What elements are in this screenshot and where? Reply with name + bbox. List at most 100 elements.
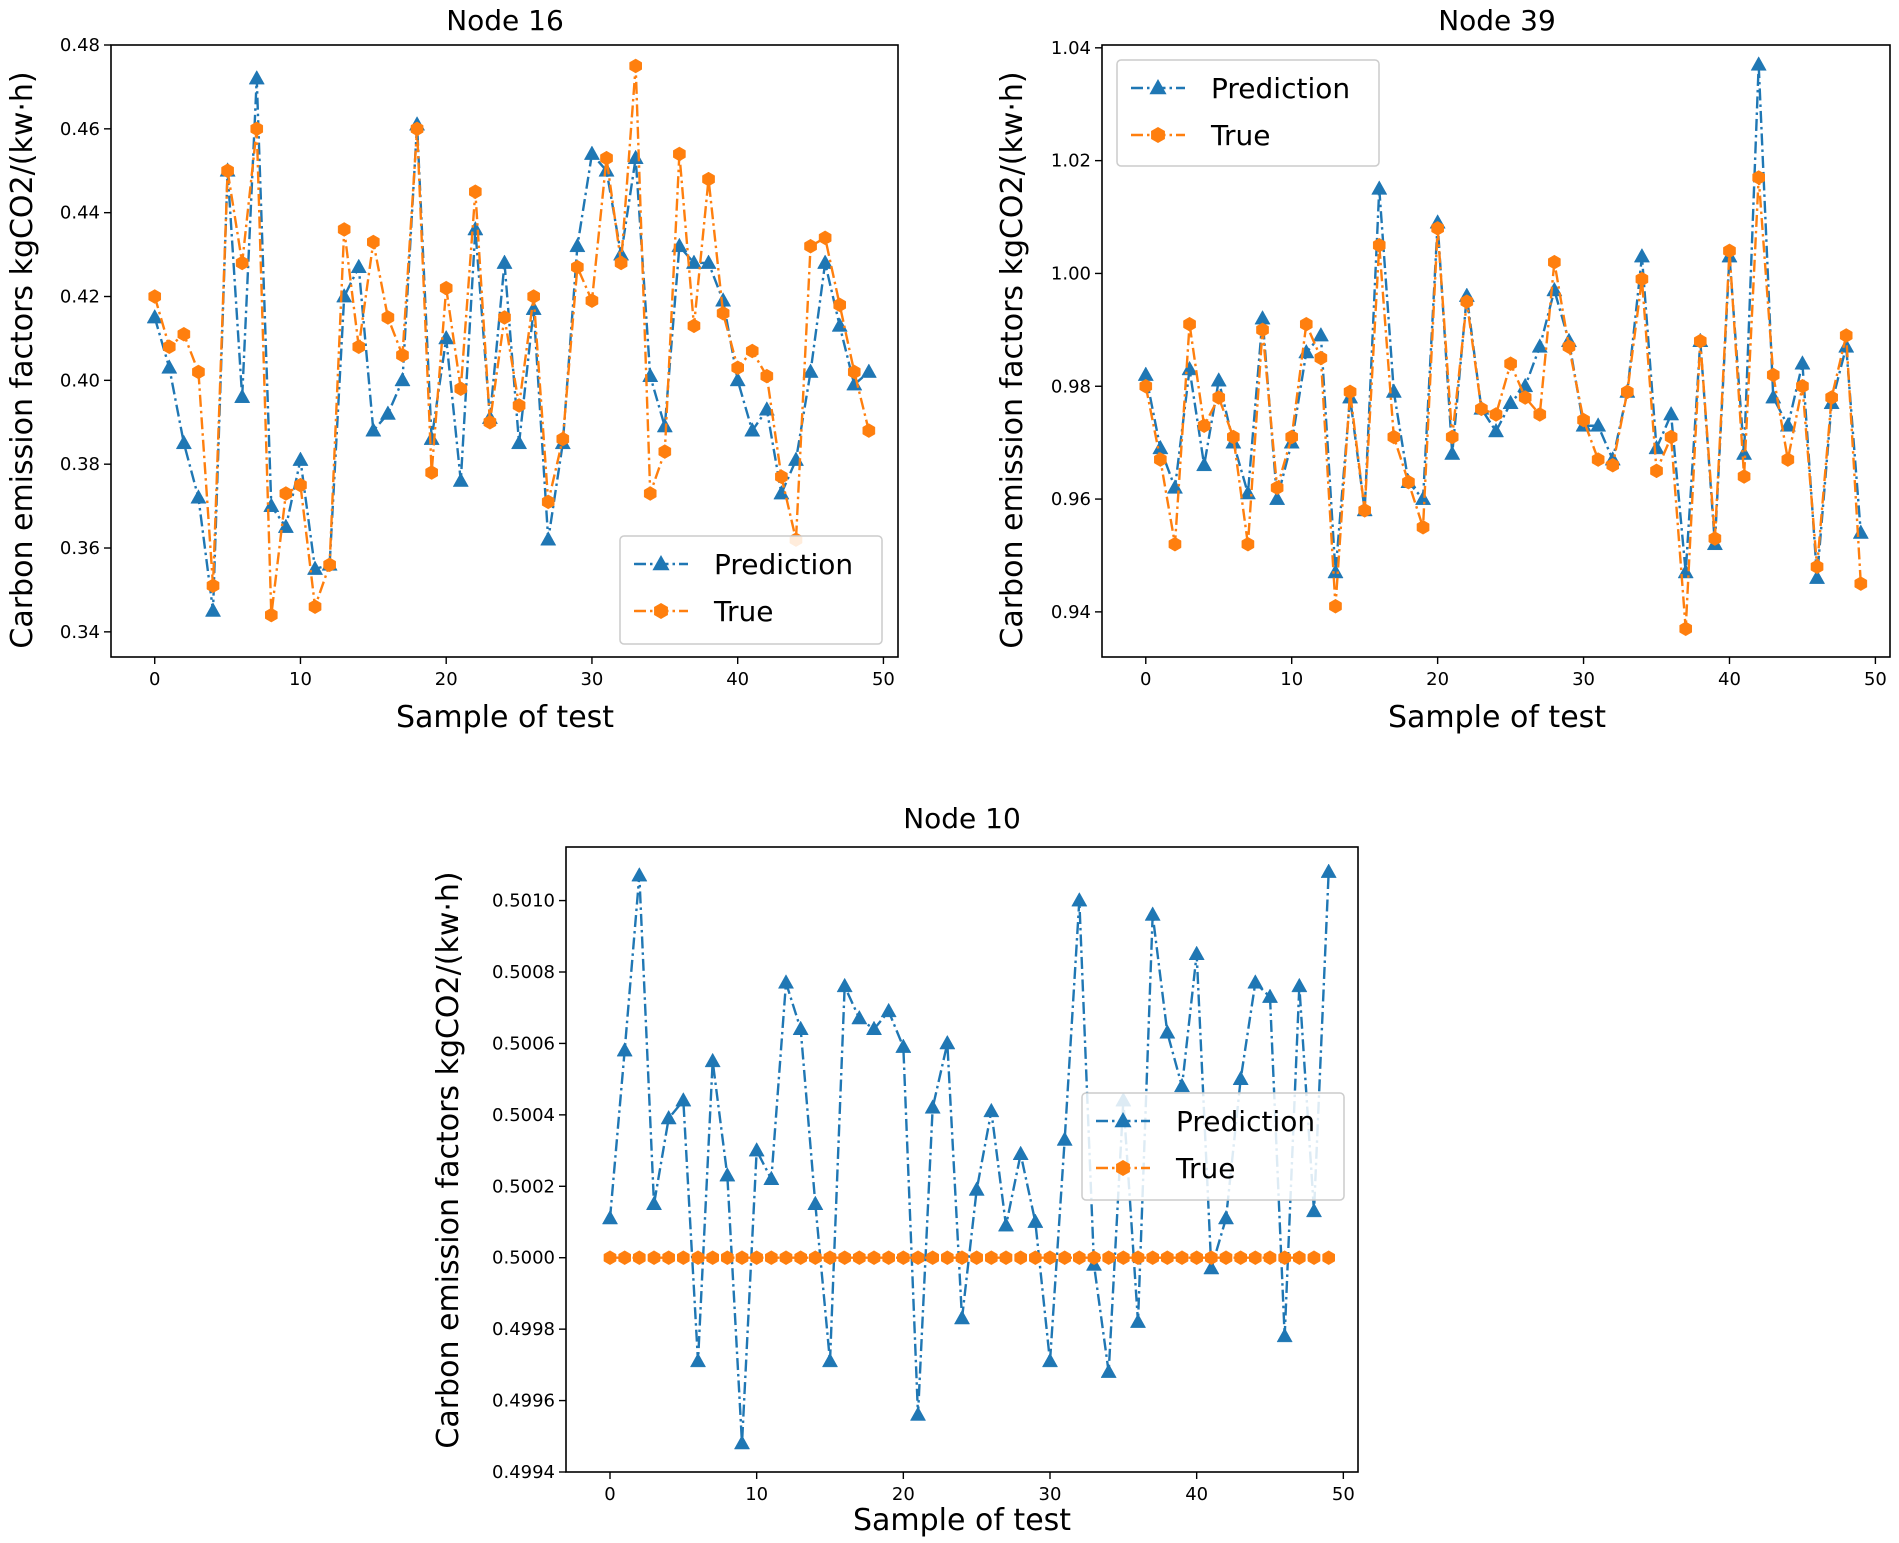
data-point [1415, 490, 1432, 505]
legend-item-true: True [634, 595, 773, 628]
y-tick-label: 0.5002 [492, 1176, 555, 1197]
chart-title: Node 16 [446, 4, 564, 37]
data-point [1444, 445, 1461, 460]
data-point [763, 1170, 780, 1185]
data-point [1372, 237, 1386, 253]
data-point [1431, 221, 1444, 236]
data-point [1168, 536, 1182, 552]
data-point [1737, 469, 1751, 484]
y-tick-label: 0.4994 [492, 1462, 555, 1483]
data-point [1263, 1250, 1277, 1265]
data-point [294, 477, 307, 493]
data-point [1810, 559, 1824, 575]
data-point [1043, 1250, 1057, 1265]
data-point [1299, 316, 1313, 332]
data-point [1159, 1024, 1176, 1039]
legend-label: Prediction [1211, 72, 1350, 105]
data-point [1633, 248, 1650, 263]
series-line [1144, 176, 1863, 630]
y-axis-label: Carbon emission factors kgCO2/(kw·h) [995, 71, 1030, 648]
data-point [1261, 988, 1279, 1003]
legend-marker [654, 603, 668, 619]
data-point [1708, 531, 1722, 546]
data-point [1102, 1250, 1115, 1265]
legend-label: Prediction [714, 548, 853, 581]
y-tick-label: 0.44 [60, 203, 100, 224]
data-point [1305, 1202, 1323, 1218]
x-tick-label: 20 [892, 1484, 915, 1505]
data-point [731, 360, 744, 376]
data-point [631, 867, 648, 882]
data-point [498, 310, 511, 325]
data-point [1293, 1250, 1306, 1265]
data-point [1175, 1250, 1189, 1265]
data-point [645, 1195, 663, 1210]
data-point [1460, 294, 1474, 309]
y-axis-label: Carbon emission factors kgCO2/(kw·h) [5, 71, 40, 648]
data-point [817, 254, 834, 269]
data-point [1154, 452, 1167, 467]
y-tick-label: 0.98 [1051, 376, 1091, 397]
data-point [999, 1250, 1013, 1265]
data-point [689, 1352, 707, 1368]
data-point [618, 1250, 631, 1265]
data-point [1518, 390, 1532, 405]
y-tick-label: 0.40 [60, 370, 100, 391]
y-tick-label: 0.5010 [492, 891, 555, 912]
data-point [511, 434, 528, 450]
data-point [162, 339, 176, 355]
data-point [204, 602, 222, 617]
data-point [1327, 563, 1344, 579]
data-point [735, 1250, 749, 1265]
data-point [1562, 339, 1576, 355]
data-point [1071, 892, 1088, 907]
data-point [1531, 338, 1548, 353]
data-point [643, 486, 657, 501]
data-point [911, 1250, 925, 1265]
data-point [1029, 1250, 1042, 1265]
data-point [794, 1250, 807, 1265]
axis-ticks: 0 10 20 30 40 50 0.94 0.96 0.98 1.00 1.02 1.04 [1051, 38, 1887, 690]
x-tick-label: 40 [726, 669, 749, 690]
data-point [867, 1250, 881, 1265]
data-point [777, 974, 795, 989]
data-point [833, 297, 847, 313]
data-point [658, 444, 672, 459]
data-point [452, 472, 469, 487]
data-point [704, 1052, 721, 1068]
plot-frame [565, 846, 1359, 1473]
x-tick-label: 0 [1140, 669, 1151, 690]
data-point [1256, 322, 1269, 338]
y-tick-label: 0.94 [1051, 602, 1091, 623]
legend-label: Prediction [1176, 1105, 1315, 1138]
x-tick-label: 20 [1426, 669, 1449, 690]
data-point [1188, 945, 1205, 960]
data-point [1012, 1145, 1029, 1160]
legend-box [1116, 59, 1380, 167]
data-point [1212, 390, 1226, 405]
data-point [1402, 474, 1415, 490]
data-point [512, 398, 526, 413]
data-point [926, 1250, 939, 1265]
data-point [1247, 974, 1264, 989]
x-tick-label: 50 [1864, 669, 1887, 690]
data-point [1343, 384, 1357, 400]
data-point [729, 371, 746, 387]
data-point [685, 254, 702, 269]
data-point [750, 1250, 763, 1265]
data-point [234, 388, 251, 403]
data-point [673, 146, 686, 162]
data-point [1014, 1250, 1027, 1265]
data-point [292, 451, 309, 466]
data-point [660, 1109, 677, 1125]
data-point [601, 1209, 619, 1225]
data-point [1854, 576, 1868, 591]
data-point [175, 434, 192, 450]
data-point [997, 1217, 1015, 1232]
data-point [818, 230, 832, 246]
data-point [1073, 1250, 1086, 1265]
y-tick-label: 0.38 [60, 454, 100, 475]
x-tick-label: 30 [1572, 669, 1595, 690]
data-point [955, 1250, 969, 1265]
data-point [1144, 906, 1161, 921]
